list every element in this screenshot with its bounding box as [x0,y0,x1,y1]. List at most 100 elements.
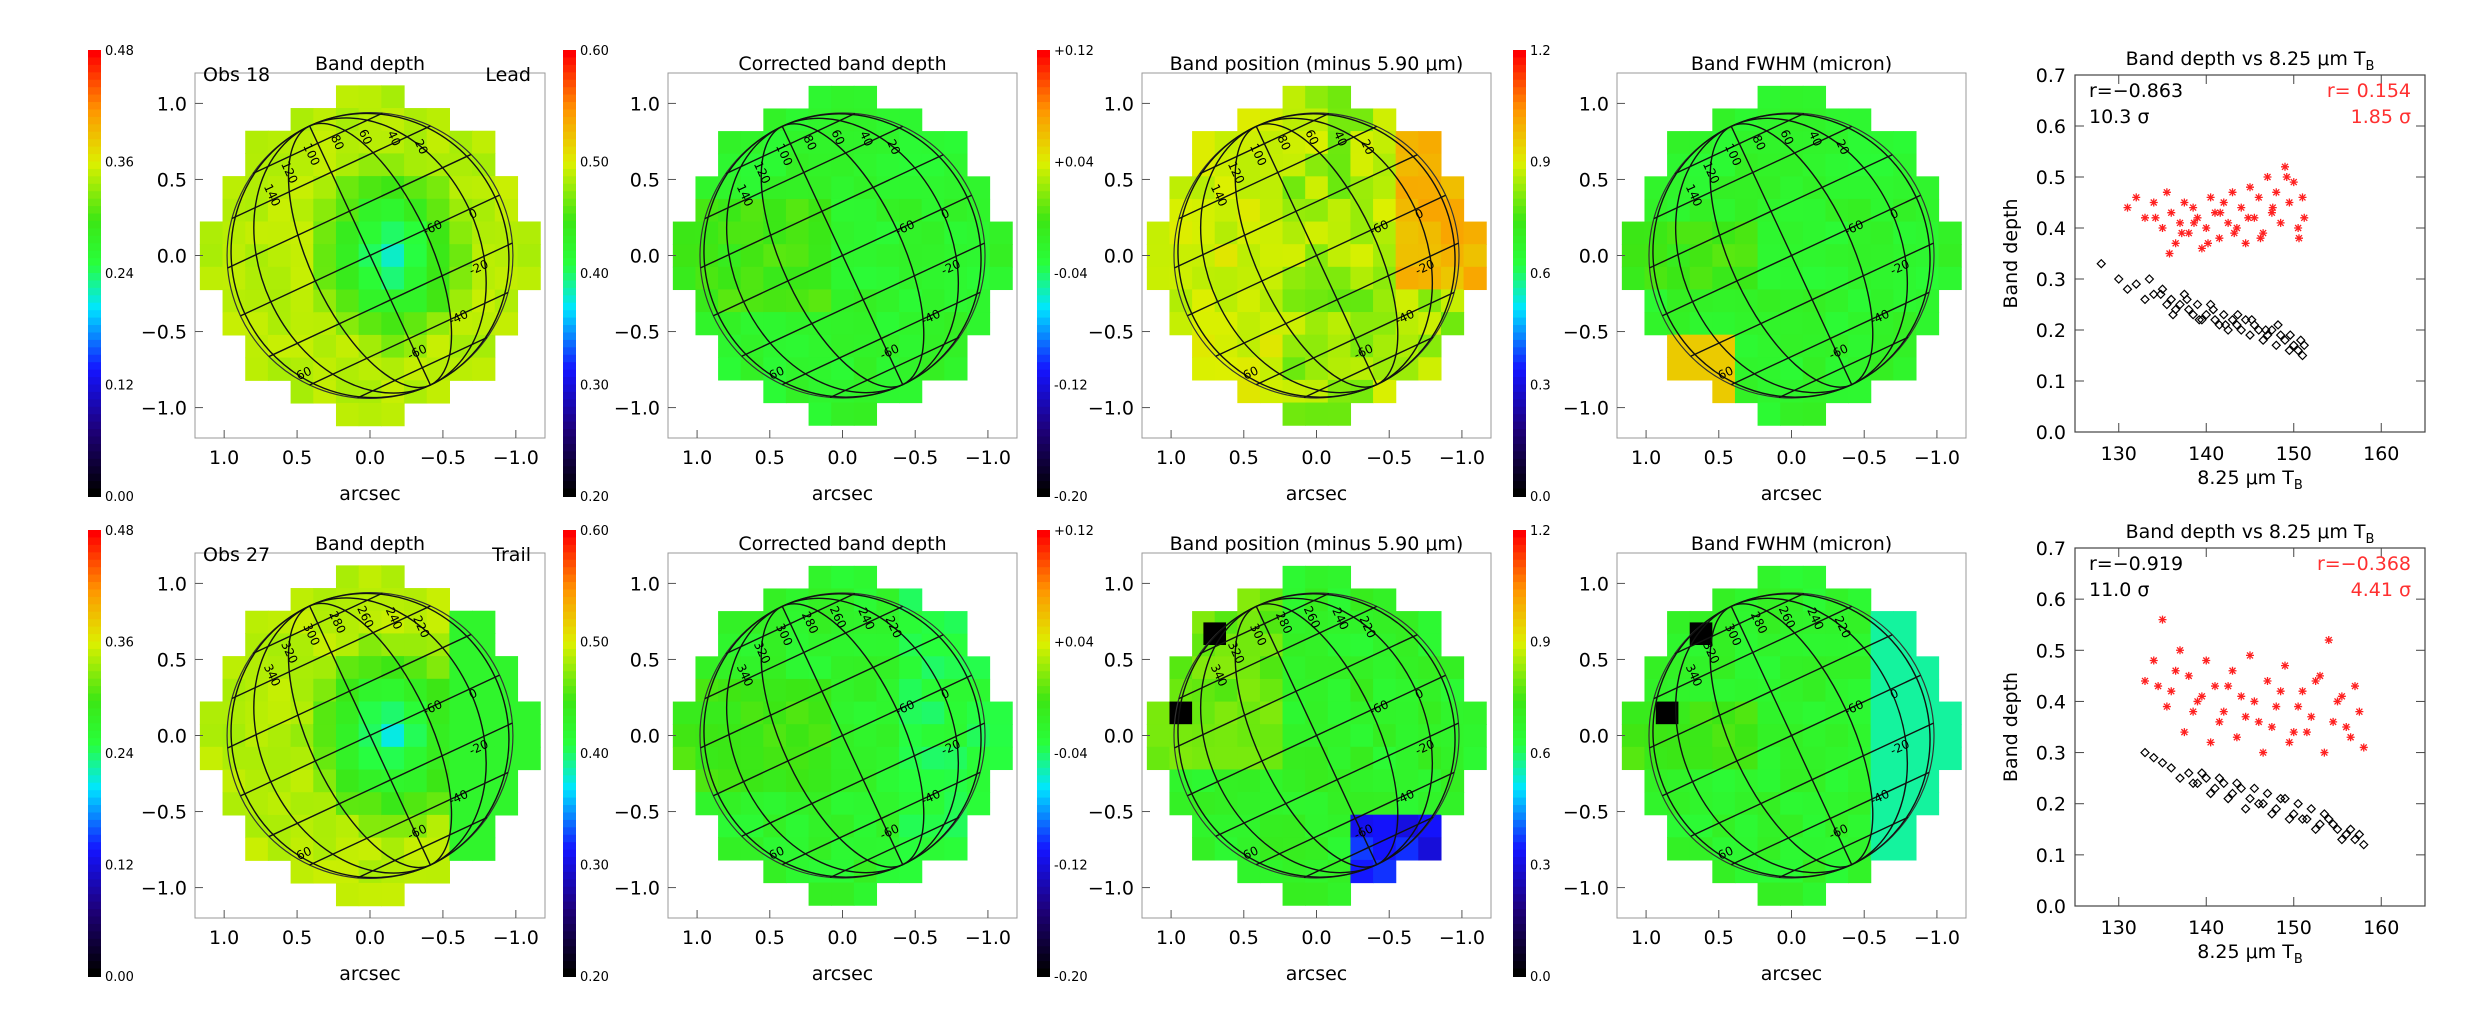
x-tick-label: 1.0 [1631,927,1661,949]
colorbar-tick-label: -0.20 [1054,970,1088,985]
x-tick-label: 1.0 [1156,447,1186,469]
colorbar-segment [563,220,576,230]
x-tick-label: 0.0 [827,447,857,469]
x-tick-label: −1.0 [493,447,539,469]
map-pixel [1757,357,1781,381]
colorbar-segment [563,827,576,836]
data-point-asterisk [2254,717,2263,726]
colorbar-segment [563,391,576,401]
x-axis-label: 8.25 μm TB [2197,941,2303,967]
map-pixel [449,221,473,245]
map-pixel [1802,402,1827,426]
map-pixel [1780,402,1804,426]
longitude-line [1255,125,1378,385]
map-pixel [1802,289,1827,313]
map-pixel [1689,153,1713,177]
latitude-label: 60 [767,363,787,382]
data-point-asterisk [2197,244,2206,253]
colorbar-segment [1513,589,1526,598]
colorbar-segment [563,871,576,881]
map-pixel [876,357,900,381]
map-pixel [1373,792,1397,816]
y-tick-label: 0.4 [2036,218,2066,240]
disk-limb [1173,592,1460,879]
colorbar-segment [1037,362,1050,371]
map-pixel [1870,656,1894,680]
map-pixel [1870,131,1894,155]
disk-limb [1648,112,1935,399]
map-pixel [1870,289,1894,313]
y-tick-label: −1.0 [1563,878,1609,900]
colorbar-segment [1037,332,1050,341]
map-pixel [381,678,405,703]
map-pixel [899,108,923,132]
map-pixel [1395,633,1419,657]
data-point-asterisk [2285,198,2294,207]
y-tick-label: −0.5 [1088,322,1134,344]
y-tick-label: 1.0 [1579,573,1609,595]
map-pixel [358,746,382,771]
data-point-diamond [2275,330,2286,340]
map-pixel [494,198,519,223]
y-tick-label: −0.5 [1563,322,1609,344]
colorbar-segment [1513,968,1526,977]
map-pixel [267,701,292,725]
map-pixel [1689,244,1713,268]
colorbar-segment [88,834,101,844]
map-pixel [1802,198,1827,223]
colorbar-segment [563,663,576,673]
map-pixel [1734,334,1759,358]
map-pixel [1938,746,1962,771]
map-pixel [1350,724,1374,748]
colorbar-segment [563,923,576,933]
colorbar-segment [1037,302,1050,312]
data-point-asterisk [2346,733,2355,742]
map-pixel [1282,357,1306,381]
map-pixel [876,221,900,245]
map-pixel [785,724,810,748]
map-pixel [1893,312,1917,336]
map-pixel [785,312,810,336]
longitude-line [781,113,982,386]
map-pixel [1327,678,1352,703]
colorbar-segment [563,559,576,569]
map-pixel [808,678,832,703]
colorbar-segment [88,738,101,747]
map-pixel [1305,402,1329,426]
data-point-diamond [2262,788,2273,799]
map-pixel [335,198,360,223]
map-pixel [1259,334,1284,358]
colorbar-segment [563,693,576,702]
map-pixel [472,633,496,657]
map-pixel [1282,334,1306,358]
map-pixel [763,656,787,680]
colorbar-segment [1037,116,1050,126]
map-pixel [1463,701,1487,725]
x-axis-label: arcsec [812,963,874,985]
x-tick-label: 0.5 [282,447,312,469]
map-pixel [785,746,810,771]
colorbar-segment [1037,559,1050,569]
colorbar-segment [1513,146,1526,156]
colorbar-segment [88,481,101,490]
colorbar-segment [563,842,576,851]
map-pixel [808,221,832,245]
map-pixel [404,792,428,816]
map-pixel [1757,701,1781,725]
colorbar-segment [563,406,576,416]
map-pixel [290,357,314,381]
map-pixel [1848,701,1872,725]
stat-r-black: r=−0.863 [2089,80,2183,102]
map-pixel [290,289,314,313]
map-pixel [1440,198,1465,223]
y-tick-label: 0.0 [157,726,187,748]
map-pixel [381,792,405,816]
map-pixel [313,221,337,245]
colorbar-segment [1037,168,1050,178]
map-pixel [808,379,832,404]
map-pixel [831,266,855,291]
colorbar-segment [88,354,101,364]
map-pixel [1915,244,1940,268]
longitude-line [1234,125,1378,388]
colorbar-segment [1513,931,1526,940]
